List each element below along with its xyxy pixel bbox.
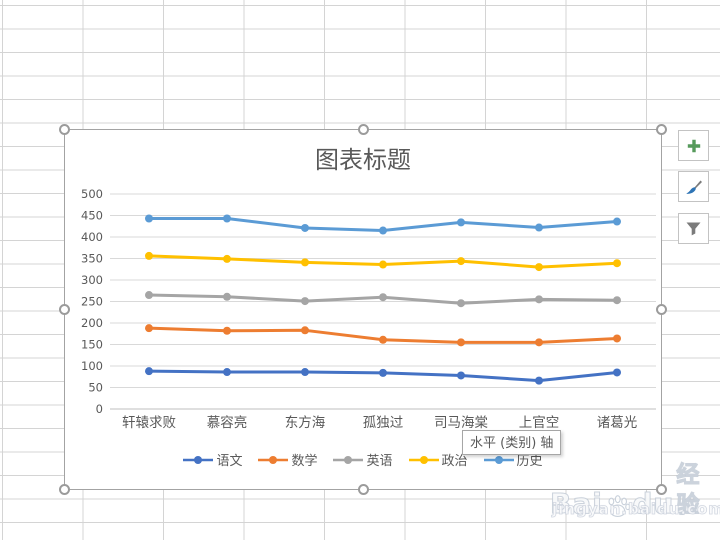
series-point[interactable] bbox=[301, 297, 309, 306]
chart-filters-button[interactable] bbox=[678, 212, 709, 244]
y-tick-label[interactable]: 200 bbox=[81, 316, 103, 330]
series-point[interactable] bbox=[223, 292, 231, 301]
series-point[interactable] bbox=[535, 376, 543, 385]
series-point[interactable] bbox=[613, 296, 621, 305]
legend-item-政治[interactable]: 政治 bbox=[408, 450, 468, 469]
series-point[interactable] bbox=[223, 214, 231, 223]
chart-legend[interactable]: 语文 数学 英语 政治 历史 bbox=[65, 450, 661, 469]
legend-item-语文[interactable]: 语文 bbox=[183, 450, 242, 469]
series-point[interactable] bbox=[613, 334, 621, 343]
series-point[interactable] bbox=[301, 368, 309, 377]
chart-canvas[interactable]: 图表标题 0 50 100 150 200 250 300 350 400 450 500 轩辕求败 慕… bbox=[65, 130, 661, 489]
y-tick-label[interactable]: 300 bbox=[81, 273, 103, 287]
x-category-label[interactable]: 轩辕求败 bbox=[122, 414, 176, 431]
series-point[interactable] bbox=[145, 367, 153, 376]
x-category-label[interactable]: 慕容亮 bbox=[207, 414, 248, 431]
legend-label: 历史 bbox=[516, 454, 543, 469]
plus-icon bbox=[687, 139, 700, 152]
selection-handle-middle-right[interactable] bbox=[656, 304, 667, 315]
series-point[interactable] bbox=[457, 218, 465, 227]
axis-tooltip: 水平 (类别) 轴 bbox=[462, 430, 562, 455]
funnel-icon bbox=[686, 222, 701, 235]
brush-icon bbox=[685, 180, 702, 194]
selection-handle-middle-left[interactable] bbox=[59, 304, 70, 315]
series-point[interactable] bbox=[379, 226, 387, 235]
series-point[interactable] bbox=[301, 223, 309, 232]
series-point[interactable] bbox=[535, 223, 543, 232]
selection-handle-bottom-right[interactable] bbox=[656, 484, 667, 495]
y-tick-label[interactable]: 500 bbox=[81, 187, 103, 201]
y-tick-label[interactable]: 400 bbox=[81, 230, 103, 244]
series-point[interactable] bbox=[223, 254, 231, 263]
chart[interactable]: 图表标题 0 50 100 150 200 250 300 350 400 450 500 轩辕求败 慕… bbox=[59, 124, 667, 495]
legend-marker bbox=[258, 455, 289, 464]
legend-item-英语[interactable]: 英语 bbox=[333, 450, 393, 469]
chart-elements-button[interactable] bbox=[678, 130, 709, 161]
series-point[interactable] bbox=[457, 371, 465, 380]
y-tick-label[interactable]: 250 bbox=[81, 295, 103, 309]
y-tick-label[interactable]: 50 bbox=[88, 381, 103, 395]
legend-marker bbox=[408, 455, 439, 464]
x-category-label[interactable]: 孤独过 bbox=[363, 415, 404, 431]
series-point[interactable] bbox=[535, 338, 543, 347]
series-point[interactable] bbox=[613, 259, 621, 268]
selection-handle-top-middle[interactable] bbox=[358, 124, 369, 135]
selection-handle-bottom-middle[interactable] bbox=[358, 484, 369, 495]
y-tick-label[interactable]: 450 bbox=[81, 209, 103, 223]
series-point[interactable] bbox=[613, 217, 621, 226]
series-point[interactable] bbox=[535, 263, 543, 272]
legend-marker bbox=[333, 455, 364, 464]
x-category-label[interactable]: 东方海 bbox=[285, 415, 326, 431]
legend-marker bbox=[183, 455, 214, 464]
selection-handle-bottom-left[interactable] bbox=[59, 484, 70, 495]
series-point[interactable] bbox=[379, 368, 387, 377]
series-point[interactable] bbox=[301, 326, 309, 335]
x-category-label[interactable]: 诸葛光 bbox=[597, 415, 638, 431]
selection-handle-top-right[interactable] bbox=[656, 124, 667, 135]
series-point[interactable] bbox=[457, 299, 465, 308]
x-category-label[interactable]: 司马海棠 bbox=[434, 415, 488, 431]
legend-label: 数学 bbox=[291, 454, 318, 469]
selection-handle-top-left[interactable] bbox=[59, 124, 70, 135]
legend-marker bbox=[483, 455, 514, 464]
series-point[interactable] bbox=[457, 257, 465, 266]
y-tick-label[interactable]: 150 bbox=[81, 338, 103, 352]
series-point[interactable] bbox=[379, 260, 387, 269]
series-point[interactable] bbox=[223, 368, 231, 377]
series-point[interactable] bbox=[301, 258, 309, 267]
series-point[interactable] bbox=[145, 291, 153, 300]
series-point[interactable] bbox=[145, 251, 153, 260]
series-point[interactable] bbox=[535, 295, 543, 304]
legend-item-数学[interactable]: 数学 bbox=[258, 450, 317, 469]
series-point[interactable] bbox=[457, 338, 465, 347]
series-point[interactable] bbox=[379, 293, 387, 302]
series-point[interactable] bbox=[145, 324, 153, 333]
y-tick-label[interactable]: 100 bbox=[81, 359, 103, 373]
legend-label: 英语 bbox=[366, 454, 393, 469]
legend-label: 语文 bbox=[216, 454, 243, 469]
series-point[interactable] bbox=[613, 368, 621, 377]
legend-item-历史[interactable]: 历史 bbox=[483, 450, 543, 469]
x-category-label[interactable]: 上官空 bbox=[519, 415, 560, 431]
y-tick-label[interactable]: 350 bbox=[81, 252, 103, 266]
chart-title[interactable]: 图表标题 bbox=[315, 146, 411, 174]
legend-label: 政治 bbox=[441, 454, 468, 469]
series-point[interactable] bbox=[145, 214, 153, 223]
chart-styles-button[interactable] bbox=[678, 171, 709, 202]
series-point[interactable] bbox=[379, 335, 387, 344]
y-tick-label[interactable]: 0 bbox=[96, 402, 103, 416]
series-point[interactable] bbox=[223, 326, 231, 335]
